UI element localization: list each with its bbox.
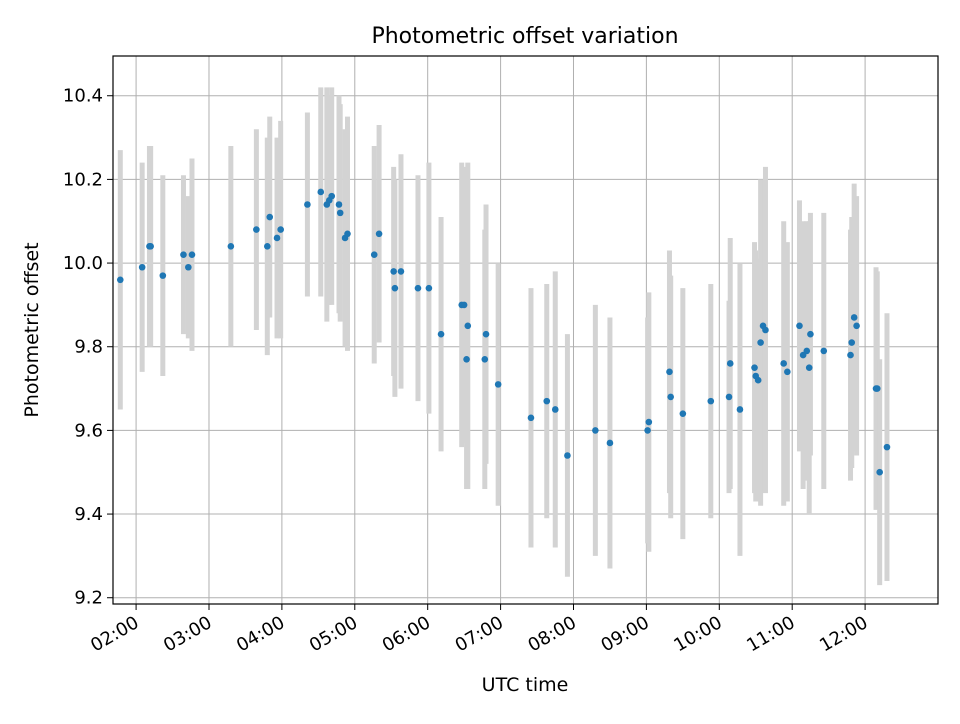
data-point xyxy=(317,188,325,196)
data-point xyxy=(482,330,490,338)
data-point xyxy=(762,326,769,334)
y-tick-label: 9.6 xyxy=(74,420,103,441)
data-point xyxy=(853,322,860,330)
data-point xyxy=(847,351,854,359)
data-point xyxy=(391,284,399,292)
data-point xyxy=(159,272,167,279)
data-point xyxy=(850,314,858,321)
data-point xyxy=(725,393,733,401)
x-axis-label: UTC time xyxy=(482,674,569,696)
data-point xyxy=(551,406,559,413)
data-point xyxy=(645,418,653,426)
data-point xyxy=(754,376,762,384)
data-point xyxy=(188,251,196,259)
data-point xyxy=(397,268,405,275)
data-point xyxy=(780,360,787,367)
data-point xyxy=(803,347,811,355)
data-point xyxy=(726,360,734,367)
data-point xyxy=(592,427,599,434)
data-point xyxy=(336,209,344,217)
data-point xyxy=(464,322,472,330)
point-layer xyxy=(116,188,891,476)
data-point xyxy=(277,226,284,233)
data-point xyxy=(304,201,311,208)
data-point xyxy=(667,393,674,401)
data-point xyxy=(460,301,468,309)
data-point xyxy=(807,330,814,338)
data-point xyxy=(784,368,791,376)
data-point xyxy=(666,368,673,376)
data-point xyxy=(707,397,715,405)
data-point xyxy=(138,263,146,271)
data-point xyxy=(876,468,883,476)
y-tick-label: 9.8 xyxy=(74,337,103,358)
chart-title: Photometric offset variation xyxy=(371,24,678,49)
y-tick-label: 9.4 xyxy=(74,504,103,525)
data-point xyxy=(805,364,813,371)
data-point xyxy=(757,339,764,346)
y-axis-label: Photometric offset xyxy=(21,242,43,417)
data-point xyxy=(437,330,445,338)
data-point xyxy=(679,410,687,417)
data-point xyxy=(425,284,433,292)
y-tick-label: 9.2 xyxy=(74,588,103,609)
data-point xyxy=(414,284,422,292)
data-point xyxy=(264,243,271,250)
data-point xyxy=(335,201,343,208)
data-point xyxy=(883,443,891,451)
data-point xyxy=(185,263,192,271)
data-point xyxy=(147,243,154,250)
data-point xyxy=(370,251,378,259)
data-point xyxy=(266,213,274,221)
data-point xyxy=(796,322,803,330)
data-point xyxy=(736,406,744,413)
data-point xyxy=(375,230,383,238)
data-point xyxy=(848,339,856,346)
data-point xyxy=(820,347,828,355)
data-point xyxy=(273,234,281,242)
data-point xyxy=(606,439,614,447)
data-point xyxy=(390,268,397,275)
data-point xyxy=(344,230,351,238)
data-point xyxy=(644,427,651,434)
data-point xyxy=(253,226,260,233)
data-point xyxy=(481,355,489,363)
data-point xyxy=(328,192,336,200)
y-tick-label: 10.2 xyxy=(63,169,103,190)
data-point xyxy=(873,385,881,392)
data-point xyxy=(527,414,535,422)
data-point xyxy=(180,251,187,259)
data-point xyxy=(543,397,551,405)
data-point xyxy=(751,364,758,371)
data-point xyxy=(494,381,502,388)
data-point xyxy=(564,452,571,459)
data-point xyxy=(227,243,235,250)
data-point xyxy=(463,355,470,363)
y-tick-label: 10.0 xyxy=(63,253,103,274)
data-point xyxy=(116,276,124,284)
plot-frame xyxy=(112,55,939,605)
y-tick-label: 10.4 xyxy=(63,86,103,107)
